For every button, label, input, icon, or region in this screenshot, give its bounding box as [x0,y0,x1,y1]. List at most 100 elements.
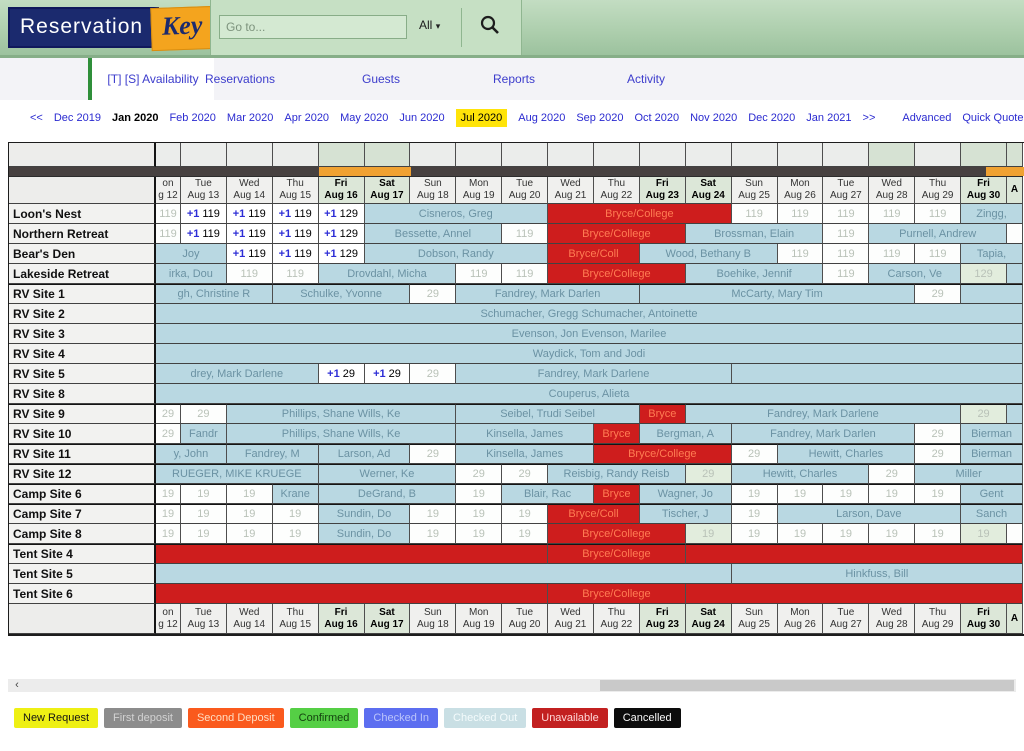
rate-cell[interactable]: +1 29 [364,364,411,384]
nav-next-months[interactable]: >> [862,112,876,124]
rate-cell[interactable]: 19 [777,484,824,504]
room-row-label[interactable]: RV Site 11 [9,444,156,464]
reservation-cell[interactable]: Phillips, Shane Wills, Ke [226,424,457,444]
rate-cell[interactable]: 19 [961,524,1007,544]
rate-cell[interactable]: 119 [823,264,870,284]
reservation-cell[interactable]: Joy [156,244,227,264]
room-row-label[interactable]: Camp Site 8 [9,524,156,544]
rate-cell[interactable]: 19 [456,504,503,524]
rate-cell[interactable]: 19 [823,524,870,544]
room-row-label[interactable]: RV Site 8 [9,384,156,404]
reservation-cell[interactable]: Hewitt, Charles [777,444,916,464]
blocked-cell[interactable]: Bryce/College [548,224,686,244]
reservation-cell[interactable]: RUEGER, MIKE KRUEGE [156,464,319,484]
month-link-jun-2020[interactable]: Jun 2020 [399,112,445,124]
reservation-cell[interactable]: Fandrey, Mark Darlen [731,424,916,444]
reservation-cell[interactable]: Fandrey, Mark Darlene [685,404,962,424]
reservation-cell[interactable] [156,564,732,584]
month-link-jul-2020[interactable]: Jul 2020 [455,109,508,127]
rate-cell[interactable]: 19 [777,524,824,544]
reservation-cell[interactable]: y, John [156,444,227,464]
search-button[interactable] [473,13,507,41]
reservation-cell[interactable] [961,284,1023,304]
reservation-cell[interactable]: Gent [961,484,1023,504]
rate-cell[interactable]: +1 119 [272,204,319,224]
nav-prev-months[interactable]: << [30,112,43,124]
rate-cell[interactable]: 129 [961,264,1008,284]
blocked-cell[interactable]: Bryce [639,404,686,424]
rate-cell[interactable]: 19 [156,484,181,504]
rate-cell[interactable]: 119 [156,204,181,224]
reservation-cell[interactable]: Fandrey, M [226,444,319,464]
month-link-dec-2020[interactable]: Dec 2020 [748,112,796,124]
rate-cell[interactable]: 19 [272,524,319,544]
scrollbar-thumb[interactable] [600,680,1014,691]
rate-cell[interactable]: 19 [731,504,778,524]
empty-cell[interactable] [1006,524,1023,544]
reservation-cell[interactable]: Wood, Bethany B [639,244,778,264]
reservation-cell[interactable]: Hewitt, Charles [731,464,870,484]
reservation-cell[interactable]: Tapia, [961,244,1023,264]
rate-cell[interactable]: 19 [823,484,870,504]
tab-reservations[interactable]: Reservations [205,72,276,86]
rate-cell[interactable]: +1 119 [272,224,319,244]
rate-cell[interactable]: 119 [823,204,870,224]
reservation-cell[interactable]: Purnell, Andrew [869,224,1008,244]
rate-cell[interactable]: 119 [777,204,824,224]
rate-cell[interactable]: 29 [961,404,1008,424]
rate-cell[interactable]: 29 [156,424,181,444]
rate-cell[interactable]: 19 [226,484,273,504]
blocked-cell[interactable] [156,544,549,564]
blocked-cell[interactable]: Bryce/College [548,544,686,564]
reservation-cell[interactable]: Larson, Dave [777,504,962,524]
rate-cell[interactable]: 119 [456,264,503,284]
tab-guests[interactable]: Guests [362,72,401,86]
month-link-jan-2021[interactable]: Jan 2021 [806,112,852,124]
rate-cell[interactable]: 119 [915,204,962,224]
reservation-cell[interactable]: DeGrand, B [318,484,457,504]
rate-cell[interactable]: 29 [731,444,778,464]
rate-cell[interactable]: +1 129 [318,224,365,244]
reservation-cell[interactable]: Werner, Ke [318,464,457,484]
reservation-cell[interactable]: Fandr [180,424,227,444]
rate-cell[interactable]: 29 [410,364,457,384]
room-row-label[interactable]: RV Site 4 [9,344,156,364]
reservation-cell[interactable]: Zingg, [961,204,1023,224]
rate-cell[interactable]: 19 [502,504,549,524]
rate-cell[interactable]: 19 [156,504,181,524]
rate-cell[interactable]: 19 [410,524,457,544]
reservation-cell[interactable]: Cisneros, Greg [364,204,549,224]
rate-cell[interactable]: 119 [226,264,273,284]
rate-cell[interactable]: 19 [685,524,732,544]
rate-cell[interactable]: +1 29 [318,364,365,384]
rate-cell[interactable]: 29 [685,464,732,484]
tab-activity[interactable]: Activity [627,72,666,86]
room-row-label[interactable]: Northern Retreat [9,224,156,244]
rate-cell[interactable]: +1 129 [318,244,365,264]
reservation-cell[interactable]: Bergman, A [639,424,732,444]
room-row-label[interactable]: Tent Site 6 [9,584,156,604]
rate-cell[interactable]: 19 [869,484,916,504]
blocked-cell[interactable]: Bryce/College [548,524,686,544]
blocked-cell[interactable] [685,544,1023,564]
month-link-oct-2020[interactable]: Oct 2020 [634,112,680,124]
reservation-cell[interactable] [731,364,1023,384]
rate-cell[interactable]: 119 [869,244,916,264]
rate-cell[interactable]: 119 [272,264,319,284]
rate-cell[interactable]: 29 [410,284,457,304]
rate-cell[interactable]: 29 [915,424,962,444]
reservation-cell[interactable] [1007,264,1023,284]
reservation-cell[interactable]: irka, Dou [156,264,227,284]
month-link-may-2020[interactable]: May 2020 [340,112,389,124]
rate-cell[interactable]: 19 [410,504,457,524]
reservation-cell[interactable]: Fandrey, Mark Darlen [456,284,640,304]
blocked-cell[interactable]: Bryce/College [593,444,732,464]
blocked-cell[interactable]: Bryce/College [548,584,686,604]
reservation-cell[interactable]: Phillips, Shane Wills, Ke [226,404,457,424]
room-row-label[interactable]: RV Site 5 [9,364,156,384]
rate-cell[interactable]: 19 [456,524,503,544]
reservation-cell[interactable]: gh, Christine R [156,284,273,304]
room-row-label[interactable]: Tent Site 4 [9,544,156,564]
month-link-apr-2020[interactable]: Apr 2020 [284,112,330,124]
rate-cell[interactable]: 29 [915,284,962,304]
